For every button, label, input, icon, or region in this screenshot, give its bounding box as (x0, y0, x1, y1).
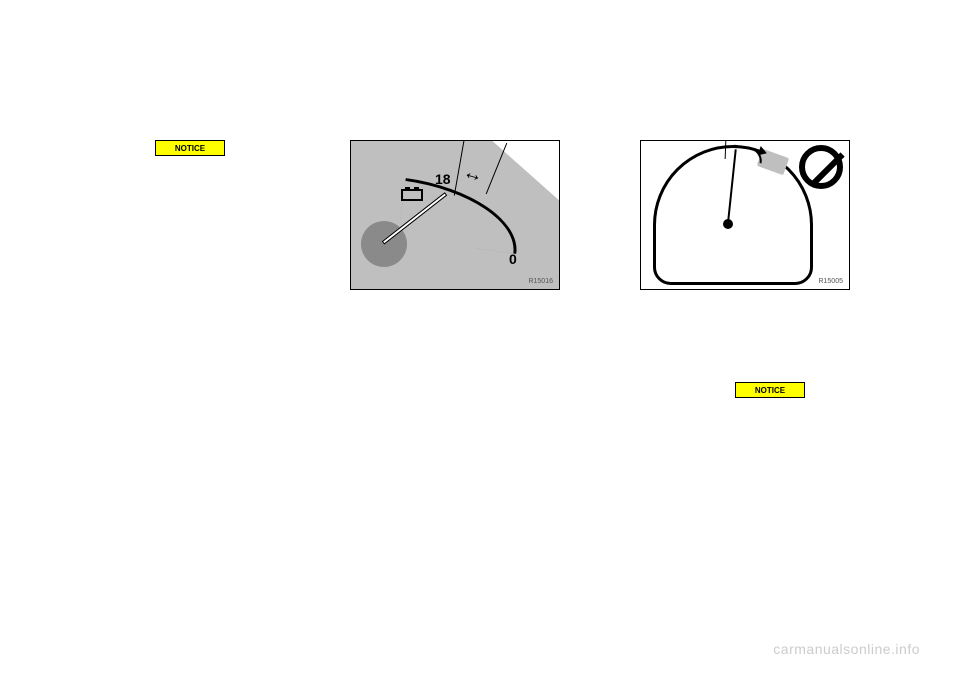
prohibit-icon (799, 145, 843, 189)
figure-ref-3: R15005 (818, 278, 843, 285)
column-2-body (350, 302, 610, 422)
watermark-text: carmanualsonline.info (773, 641, 920, 657)
column-2: 18 0 ↔ R15016 (350, 140, 610, 560)
voltmeter-figure: 18 0 ↔ R15016 (350, 140, 560, 290)
battery-icon (401, 189, 423, 201)
notice-label-right: NOTICE (735, 382, 805, 398)
notice-block-left: NOTICE (60, 140, 320, 250)
gauge-bottom-value: 0 (509, 251, 517, 267)
tach-hub (723, 219, 733, 229)
three-column-layout: NOTICE 18 0 ↔ R15016 (60, 140, 900, 560)
notice-text-left (60, 162, 320, 242)
notice-label-left: NOTICE (155, 140, 225, 156)
figure-ref-2: R15016 (528, 278, 553, 285)
notice-block-right: NOTICE (640, 382, 900, 472)
column-3-body (640, 306, 900, 366)
column-1: NOTICE (60, 140, 320, 560)
notice-text-right (640, 404, 900, 464)
gauge-top-value: 18 (435, 171, 451, 187)
column-3: R15005 NOTICE (640, 140, 900, 560)
manual-page: NOTICE 18 0 ↔ R15016 (0, 0, 960, 679)
tachometer-figure: R15005 (640, 140, 850, 290)
